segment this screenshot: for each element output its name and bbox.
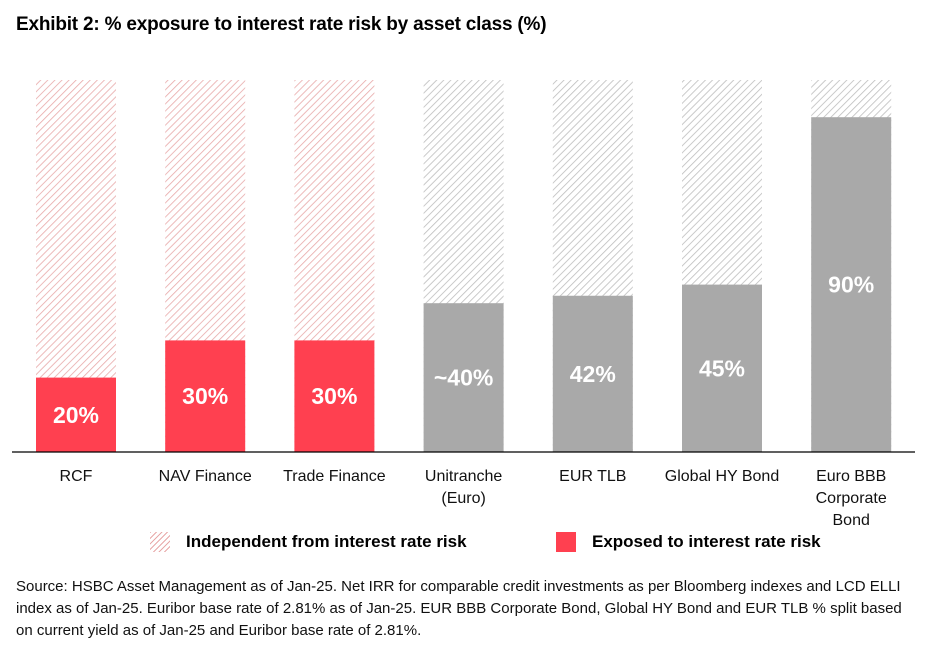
category-label: Global HY Bond xyxy=(665,468,779,485)
bar-exposed xyxy=(682,284,762,452)
bar-exposed xyxy=(294,340,375,452)
data-label: ~40% xyxy=(434,365,493,391)
bar-exposed xyxy=(36,377,116,452)
bar-chart: 20% RCF 30% NAV Finance 30% Trade Finance ~40%… xyxy=(12,80,915,529)
category-label: Corporate xyxy=(816,490,887,507)
data-label: 30% xyxy=(182,383,228,409)
legend-swatch-hatched xyxy=(150,532,170,552)
category-label: Trade Finance xyxy=(283,468,386,485)
category-label: Unitranche xyxy=(425,468,502,485)
data-label: 42% xyxy=(570,361,616,387)
legend-item-independent: Independent from interest rate risk xyxy=(150,532,467,552)
chart-title: Exhibit 2: % exposure to interest rate r… xyxy=(16,14,547,35)
data-label: 30% xyxy=(311,383,357,409)
bar-exposed xyxy=(811,117,892,452)
category-label: NAV Finance xyxy=(159,468,252,485)
data-label: 45% xyxy=(699,355,745,381)
data-label: 90% xyxy=(828,272,874,298)
category-label: Bond xyxy=(833,512,870,529)
category-label: EUR TLB xyxy=(559,468,626,485)
category-label: (Euro) xyxy=(441,490,485,507)
data-label: 20% xyxy=(53,402,99,428)
source-note: Source: HSBC Asset Management as of Jan-… xyxy=(16,578,902,639)
legend-item-exposed: Exposed to interest rate risk xyxy=(556,532,821,552)
category-label: Euro BBB xyxy=(816,468,886,485)
legend-swatch-solid xyxy=(556,532,576,552)
legend-label-independent: Independent from interest rate risk xyxy=(186,532,467,551)
legend-label-exposed: Exposed to interest rate risk xyxy=(592,532,821,551)
bar-exposed xyxy=(423,303,504,452)
bar-exposed xyxy=(552,295,633,452)
category-label: RCF xyxy=(60,468,93,485)
bar-exposed xyxy=(165,340,246,452)
